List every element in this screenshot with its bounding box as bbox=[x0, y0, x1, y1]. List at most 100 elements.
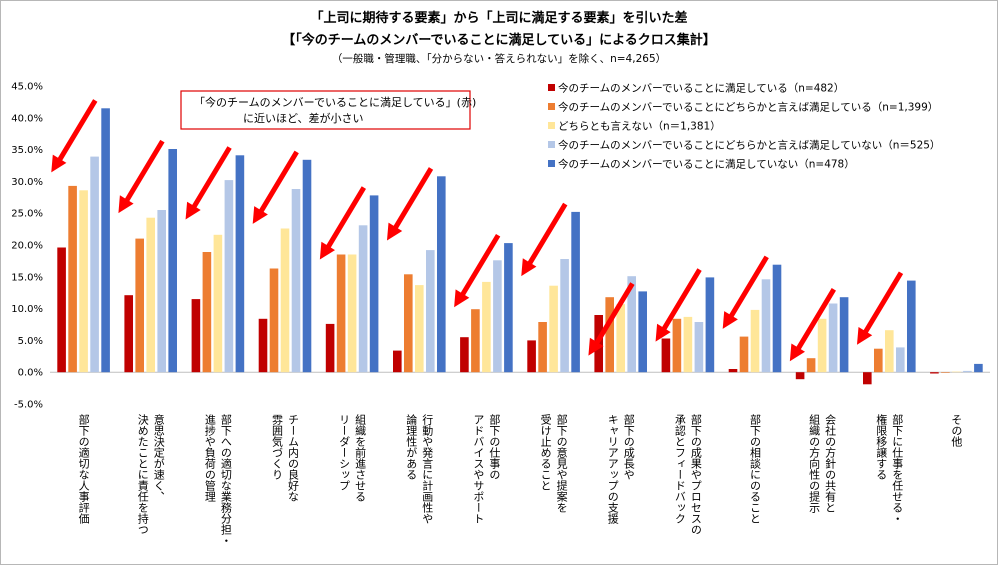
bar-series5-cat6 bbox=[437, 176, 446, 373]
arrow-head bbox=[588, 337, 604, 356]
bar-series1-cat8 bbox=[527, 340, 536, 373]
arrow-head bbox=[789, 343, 805, 362]
legend-swatch bbox=[548, 122, 555, 129]
bar-series4-cat12 bbox=[828, 303, 838, 373]
category-label: 承認とフィードバック bbox=[673, 414, 686, 524]
bar-series3-cat7 bbox=[482, 281, 491, 373]
y-tick-label: 0.0% bbox=[18, 368, 43, 379]
bar-series2-cat3 bbox=[202, 252, 212, 373]
category-labels: 部下の適切な人事評価 意思決定が速く、決めたことに責任を持つ 部下への適切な業務分担… bbox=[77, 413, 963, 546]
bar-series5-cat10 bbox=[705, 277, 715, 373]
bar-series3-cat13 bbox=[885, 330, 894, 373]
category-label: 雰囲気づくり bbox=[271, 414, 284, 480]
category-label: 部下の適切な人事評価 bbox=[77, 413, 90, 524]
bar-series5-cat1 bbox=[101, 108, 110, 373]
bar-series1-cat14 bbox=[930, 372, 939, 374]
y-tick-label: 5.0% bbox=[18, 336, 43, 347]
category-label: 組織を前進させる bbox=[354, 414, 367, 502]
arrow-shaft bbox=[862, 271, 904, 335]
arrow-head bbox=[655, 323, 671, 342]
arrow-shaft bbox=[661, 268, 702, 331]
bar-series2-cat2 bbox=[135, 238, 144, 373]
y-axis: 45.0% 40.0% 35.0% 30.0% 25.0% 20.0% 15.0% 10.0%… bbox=[11, 82, 43, 411]
category-label: リーダーシップ bbox=[338, 414, 351, 491]
bar-series5-cat12 bbox=[839, 297, 849, 373]
y-tick-label: 40.0% bbox=[11, 113, 43, 124]
bar-series4-cat3 bbox=[224, 180, 234, 373]
bar-series1-cat11 bbox=[728, 369, 738, 373]
bar-series2-cat8 bbox=[538, 322, 547, 373]
bar-series3-cat2 bbox=[146, 217, 155, 373]
category-label: 組織の方向性の提示 bbox=[808, 414, 821, 513]
legend-label: 今のチームのメンバーでいることに満足していない（n=478） bbox=[558, 158, 855, 171]
category-label: 部下の相談にのること bbox=[749, 413, 762, 524]
bar-series5-cat4 bbox=[302, 159, 312, 373]
category-label: 進捗や負荷の管理 bbox=[203, 414, 216, 502]
bar-series2-cat9 bbox=[605, 297, 614, 373]
bar-series2-cat13 bbox=[874, 348, 883, 373]
bar-series5-cat11 bbox=[772, 264, 782, 373]
bar-series4-cat4 bbox=[291, 189, 301, 373]
arrow-head bbox=[252, 206, 268, 224]
category-label: 意思決定が速く、 bbox=[152, 413, 165, 502]
bar-series2-cat11 bbox=[739, 336, 749, 373]
bar-series2-cat10 bbox=[672, 318, 682, 373]
category-label: 部下の意見や提案を bbox=[555, 413, 568, 513]
y-tick-label: 15.0% bbox=[11, 272, 43, 283]
legend-swatch bbox=[548, 84, 555, 91]
bar-series5-cat14 bbox=[974, 363, 983, 373]
chart-title-line2: 【「今のチームのメンバーでいることに満足している」によるクロス集計】 bbox=[282, 32, 716, 48]
category-label: アドバイスやサポート bbox=[472, 414, 485, 524]
bar-series4-cat11 bbox=[761, 279, 771, 373]
bar-series4-cat9 bbox=[627, 276, 636, 373]
bar-series5-cat2 bbox=[168, 149, 177, 373]
bar-series5-cat3 bbox=[235, 155, 245, 373]
arrow-shaft bbox=[191, 146, 232, 209]
bar-series5-cat13 bbox=[907, 280, 916, 373]
bar-series5-cat8 bbox=[571, 211, 580, 373]
bar-series5-cat5 bbox=[369, 195, 379, 373]
y-tick-label: 45.0% bbox=[11, 82, 43, 93]
bar-series2-cat12 bbox=[806, 358, 816, 373]
category-label: キャリアアップの支援 bbox=[606, 414, 619, 525]
category-label: 行動や発言に計画性や bbox=[421, 414, 434, 524]
arrows bbox=[51, 99, 904, 362]
arrow-shaft bbox=[392, 167, 434, 230]
bar-series4-cat8 bbox=[560, 259, 569, 373]
arrow-head bbox=[319, 241, 335, 260]
category-label: 受け止めること bbox=[539, 414, 552, 491]
bar-series1-cat2 bbox=[124, 295, 133, 373]
legend-swatch bbox=[548, 103, 555, 110]
bar-series1-cat7 bbox=[460, 337, 469, 373]
annotation-line1: 「今のチームのメンバーでいることに満足している」(赤) bbox=[194, 95, 476, 109]
bar-series1-cat12 bbox=[795, 372, 805, 380]
bar-series2-cat6 bbox=[404, 274, 413, 373]
arrow-head bbox=[51, 154, 67, 173]
y-tick-label: 25.0% bbox=[11, 209, 43, 220]
legend-swatch bbox=[548, 160, 555, 167]
bar-series4-cat2 bbox=[157, 210, 166, 373]
bar-series1-cat10 bbox=[661, 338, 671, 373]
bar-series1-cat1 bbox=[57, 247, 66, 373]
bar-series1-cat13 bbox=[863, 372, 872, 385]
arrow-head bbox=[856, 327, 873, 345]
arrow-head bbox=[185, 201, 201, 220]
arrow-shaft bbox=[459, 233, 501, 297]
arrow-head bbox=[722, 311, 738, 329]
category-label: その他 bbox=[950, 414, 963, 447]
bar-series3-cat6 bbox=[415, 285, 424, 373]
bar-series3-cat4 bbox=[280, 228, 290, 373]
bar-series4-cat13 bbox=[896, 347, 905, 373]
annotation-box bbox=[180, 90, 471, 130]
bar-series4-cat7 bbox=[493, 260, 502, 373]
bar-series3-cat3 bbox=[213, 234, 223, 373]
chart-subtitle: （一般職・管理職、「分からない・答えられない」を除く、n=4,265） bbox=[332, 52, 666, 65]
bar-series4-cat6 bbox=[426, 250, 435, 373]
category-label: 論理性がある bbox=[405, 413, 418, 480]
bar-series1-cat3 bbox=[191, 299, 201, 373]
category-label: 部下への適切な業務分担・ bbox=[219, 413, 232, 546]
chart-title-line1: 「上司に期待する要素」から「上司に満足する要素」を引いた差 bbox=[310, 10, 687, 26]
bar-series5-cat7 bbox=[504, 243, 513, 373]
bar-series3-cat1 bbox=[79, 190, 88, 373]
